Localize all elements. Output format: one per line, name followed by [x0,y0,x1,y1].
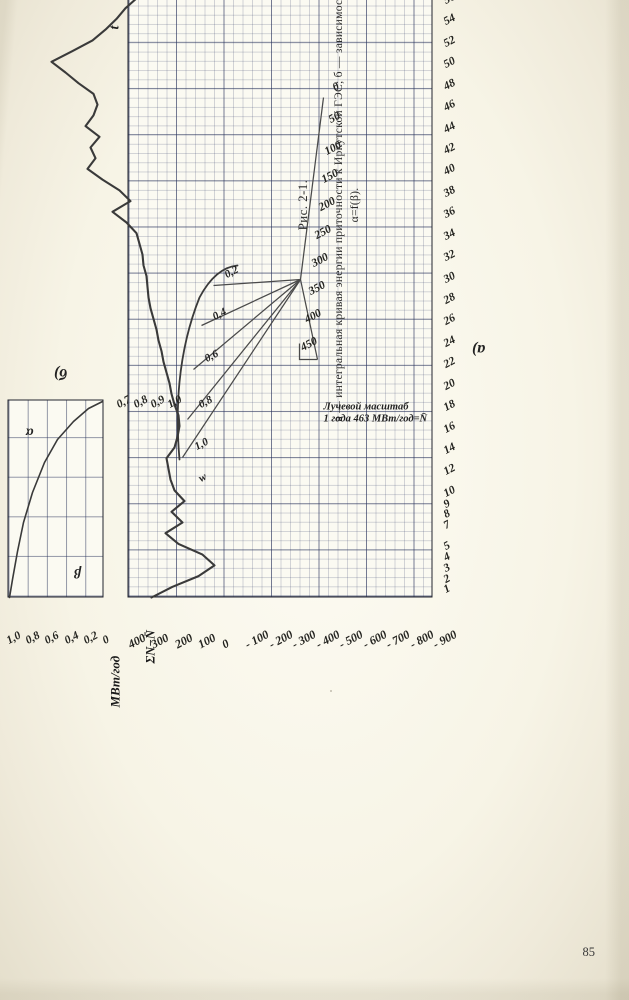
x-tick-36: 36 [441,205,458,222]
x-tick-20: 20 [441,376,458,393]
x-tick-54: 54 [441,12,458,29]
chart-panel-a: Лучевой масштаб 1 года 463 МВт/год=N̄ 45… [50,0,433,599]
figure-caption: Рис. 2-1. а — интегральная кривая энерги… [295,0,363,440]
ray-w-0.4 [201,278,301,327]
chart-curves-b [8,400,104,599]
x-tick-44: 44 [441,119,458,136]
x-tick-30: 30 [441,269,458,286]
x-tick-38: 38 [441,183,458,200]
x-tick-46: 46 [441,97,458,114]
x-tick-34: 34 [441,226,458,243]
x-tick-14: 14 [441,440,458,457]
x-tick-52: 52 [441,33,458,50]
x-tick-28: 28 [441,290,458,307]
ray-w-0.6 [193,279,301,370]
chart-panel-b: α β [7,399,104,599]
x-tick-10: 10 [441,483,458,500]
alpha-beta-curve [8,400,104,599]
alpha-symbol: α [25,424,34,440]
caption-body: а — интегральная кривая энергии приточно… [332,0,362,422]
b-y-tick-0: 0 [100,633,112,647]
x-tick-56: 56 [442,0,458,7]
y-tick-200: 200 [172,630,195,652]
y-tick-100: 100 [195,630,219,652]
x-tick-42: 42 [441,140,458,157]
ray-w-1.0 [181,279,302,458]
paper-speck [330,690,332,692]
page-number: 85 [582,945,596,959]
x-tick-50: 50 [441,55,458,72]
y-axis-unit: МВт/год [107,655,123,708]
caption-title: Рис. 2-1. [295,179,310,231]
chart-curves-a [50,0,325,599]
x-tick-32: 32 [441,247,458,264]
ray-w-0.2 [213,278,301,287]
panel-b-letter: б) [53,364,68,382]
ray-w-0.8 [187,279,301,420]
y-axis-symbol: ΣN−N̄ [143,630,158,664]
y-tick--900: - 900 [430,627,460,652]
x-tick-18: 18 [441,397,458,414]
fan-envelope [176,264,239,461]
radial-scale-bracket [298,343,318,361]
x-tick-24: 24 [441,333,458,350]
y-tick-0: 0 [219,636,232,652]
x-tick-26: 26 [441,312,458,329]
integral-curve [50,0,216,599]
x-tick-48: 48 [441,76,458,93]
x-tick-40: 40 [441,162,458,179]
x-tick-16: 16 [441,419,458,436]
x-tick-12: 12 [441,462,458,479]
radial-scale-leader-2 [299,279,319,360]
figure-2-1: Лучевой масштаб 1 года 463 МВт/год=N̄ 45… [5,0,530,716]
radial-scale-leader-1 [299,97,325,280]
x-tick-22: 22 [441,355,458,372]
panel-a-letter: а) [471,340,486,358]
beta-symbol: β [73,564,82,580]
x-axis-label-t: t [107,25,123,30]
